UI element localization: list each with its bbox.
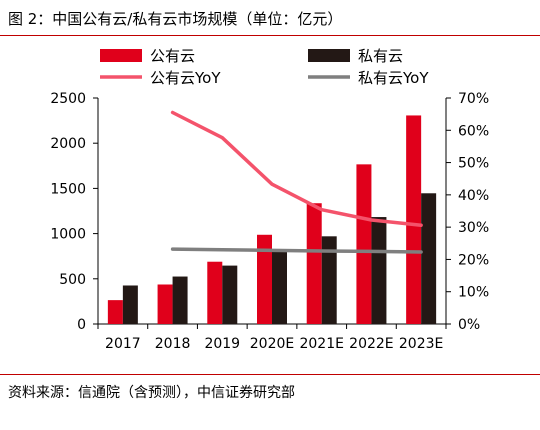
private-cloud-yoy-line (170, 247, 423, 254)
source-divider (0, 374, 540, 375)
bars (107, 115, 437, 324)
public-cloud-bar (257, 234, 272, 324)
public-cloud-bar (157, 284, 173, 324)
public-cloud-bar (107, 300, 123, 324)
figure-title: 图 2：中国公有云/私有云市场规模（单位：亿元） (8, 10, 343, 28)
private-cloud-bar (321, 236, 337, 324)
public-cloud-bar (207, 261, 223, 324)
y-tick-label-left: 2500 (50, 91, 86, 107)
private-cloud-bar (222, 265, 238, 324)
x-tick-label: 2022E (349, 336, 393, 352)
y-tick-label-left: 0 (77, 317, 86, 333)
y-tick-label-right: 40% (458, 188, 489, 204)
legend-private-cloud-yoy-label: 私有云YoY (358, 69, 429, 87)
axes: 0 500 1000 1500 2000 2500 0% 10% 20% 30% 40% 50% 60%… (50, 91, 489, 352)
y-tick-label-right: 20% (458, 252, 489, 268)
y-tick-label-right: 50% (458, 156, 489, 172)
x-tick-label: 2019 (204, 336, 240, 352)
x-tick-label: 2017 (105, 336, 141, 352)
private-cloud-bar (421, 193, 437, 324)
public-cloud-bar (406, 115, 422, 324)
y-tick-label-right: 70% (458, 91, 489, 107)
y-tick-label-left: 2000 (50, 136, 86, 152)
title-divider (0, 35, 540, 36)
x-tick-label: 2021E (299, 336, 343, 352)
legend-private-cloud-swatch (308, 49, 350, 62)
private-cloud-bar (172, 276, 188, 324)
y-tick-label-right: 10% (458, 285, 489, 301)
y-tick-label-left: 1500 (50, 181, 86, 197)
y-tick-label-right: 30% (458, 220, 489, 236)
legend-public-cloud-yoy-label: 公有云YoY (150, 69, 221, 87)
public-cloud-yoy-line (170, 110, 423, 227)
legend-public-cloud-label: 公有云 (150, 47, 195, 65)
yoy-lines (170, 110, 423, 254)
public-cloud-bar (356, 164, 372, 324)
x-tick-label: 2023E (399, 336, 443, 352)
legend-private-cloud-label: 私有云 (358, 47, 403, 65)
public-cloud-bar (306, 203, 322, 324)
x-tick-label: 2018 (155, 336, 191, 352)
x-tick-label: 2020E (250, 336, 294, 352)
private-cloud-bar (122, 285, 138, 324)
legend-public-cloud-swatch (100, 49, 142, 62)
y-tick-label-right: 60% (458, 123, 489, 139)
private-cloud-bar (371, 217, 387, 324)
y-tick-label-right: 0% (458, 317, 480, 333)
source-note: 资料来源：信通院（含预测），中信证券研究部 (8, 385, 295, 401)
y-tick-label-left: 500 (59, 272, 86, 288)
private-cloud-bar (272, 251, 287, 324)
y-tick-label-left: 1000 (50, 227, 86, 243)
